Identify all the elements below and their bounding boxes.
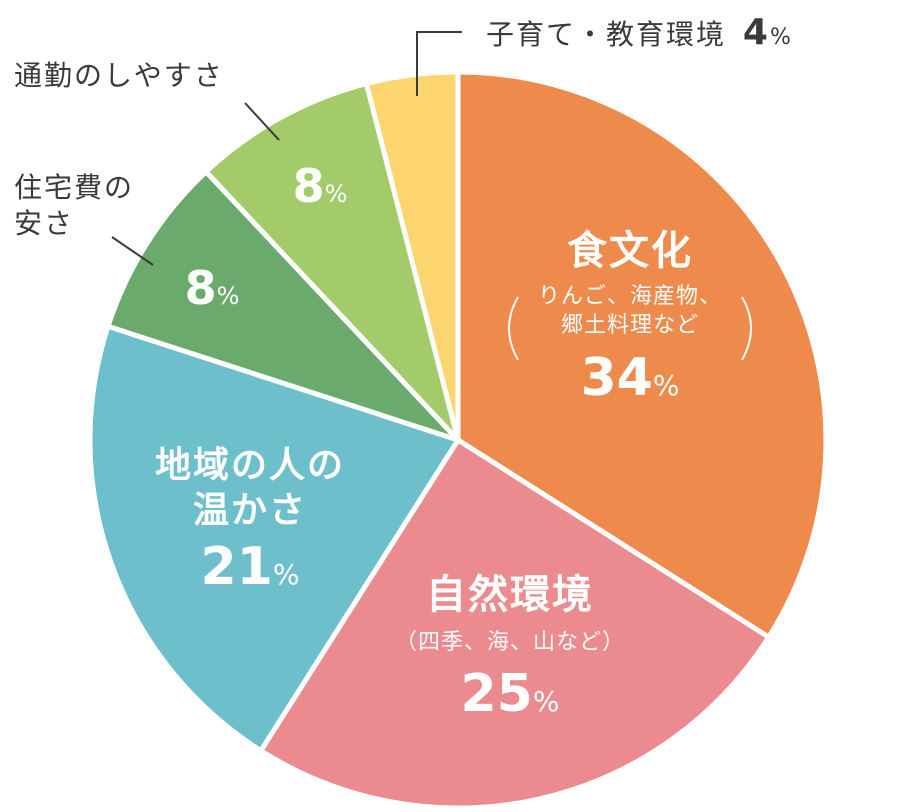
housing-percent-value: 8: [184, 261, 217, 315]
childcare-percent-sign: %: [769, 25, 793, 50]
leader-line-childcare: [416, 31, 462, 96]
food-percent-sign: %: [652, 368, 680, 402]
pie-slice: [203, 81, 461, 443]
food-detail-1: りんご、海産物、: [537, 284, 722, 309]
food-percent: 34%: [520, 347, 740, 409]
paren-right: [741, 296, 752, 361]
people-percent-sign: %: [272, 557, 300, 591]
pie-slice: [258, 437, 772, 811]
food-detail-2: 郷土料理など: [560, 313, 699, 339]
pie-slice: [87, 323, 461, 754]
external-label-housing: 住宅費の 安さ: [14, 170, 134, 243]
nature-percent-value: 25: [460, 664, 533, 725]
nature-title: 自然環境: [426, 572, 594, 618]
leader-line-housing: [111, 236, 154, 266]
slice-percent-commute: 8%: [280, 160, 360, 213]
external-label-commute: 通勤のしやすさ: [14, 58, 224, 94]
people-title-1: 地域の人の: [154, 445, 345, 486]
external-label-childcare: 子育て・教育環境 4%: [486, 10, 793, 57]
pie-slice: [105, 169, 461, 443]
leader-line-commute: [244, 102, 280, 141]
housing-title-2: 安さ: [14, 207, 75, 241]
slice-label-nature: 自然環境 （四季、海、山など） 25%: [370, 572, 650, 725]
slice-label-people: 地域の人の 温かさ 21%: [135, 445, 365, 598]
housing-percent-sign: %: [216, 282, 240, 310]
childcare-percent-value: 4: [742, 12, 770, 53]
food-title: 食文化: [567, 228, 693, 274]
commute-title: 通勤のしやすさ: [14, 59, 224, 92]
slice-label-food: 食文化 りんご、海産物、 郷土料理など 34%: [520, 228, 740, 408]
people-title-2: 温かさ: [192, 490, 307, 532]
nature-percent-sign: %: [532, 685, 560, 719]
pie-slices: [87, 69, 829, 811]
food-percent-value: 34: [580, 347, 653, 408]
pie-slice: [363, 69, 461, 443]
housing-title-1: 住宅費の: [14, 171, 135, 204]
nature-detail: （四季、海、山など）: [394, 630, 625, 655]
people-percent-value: 21: [200, 536, 273, 597]
slice-percent-housing: 8%: [172, 262, 252, 315]
people-percent: 21%: [135, 536, 365, 598]
commute-percent-sign: %: [324, 180, 348, 208]
paren-left: [508, 296, 519, 361]
childcare-title: 子育て・教育環境: [486, 18, 727, 51]
nature-percent: 25%: [370, 664, 650, 725]
commute-percent-value: 8: [292, 159, 325, 213]
